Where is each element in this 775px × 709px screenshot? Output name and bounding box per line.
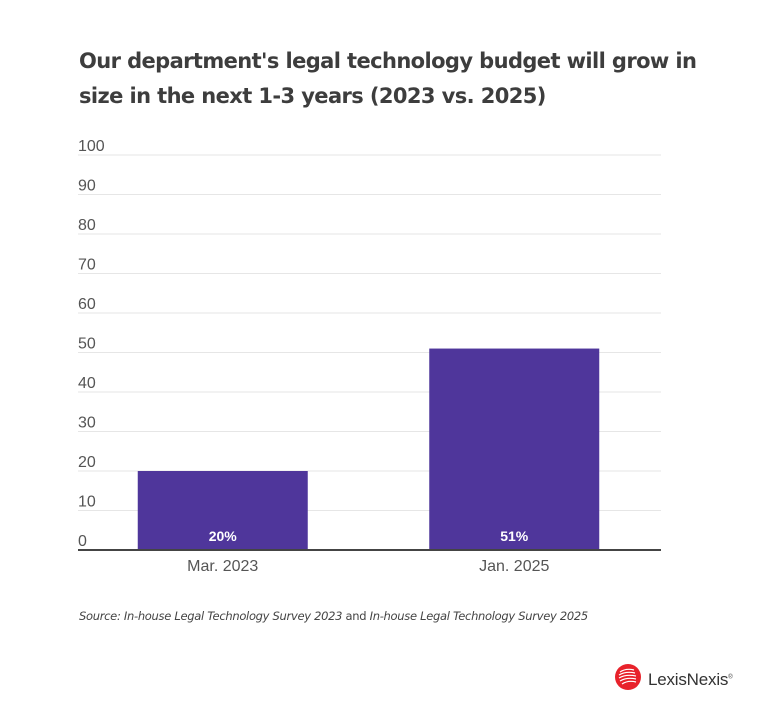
x-tick-label: Mar. 2023 bbox=[187, 558, 258, 575]
y-tick-label: 100 bbox=[78, 138, 105, 155]
y-tick-label: 80 bbox=[78, 217, 96, 234]
bar-1 bbox=[137, 471, 308, 550]
y-axis-ticks: 0 10 20 30 40 50 60 70 80 90 100 bbox=[78, 138, 105, 550]
registered-mark: ® bbox=[728, 673, 733, 680]
lexisnexis-logo: LexisNexis® bbox=[614, 663, 733, 696]
y-tick-label: 20 bbox=[78, 454, 96, 471]
source-prefix: Source: bbox=[79, 609, 124, 623]
x-tick-label: Jan. 2025 bbox=[479, 558, 549, 575]
bars bbox=[137, 348, 600, 550]
y-tick-label: 30 bbox=[78, 415, 96, 432]
y-tick-label: 70 bbox=[78, 257, 96, 274]
bar-chart: 0 10 20 30 40 50 60 70 80 90 100 20% 51% Mar. 2023 J… bbox=[78, 138, 661, 575]
y-tick-label: 0 bbox=[78, 533, 87, 550]
logo-name: LexisNexis bbox=[648, 669, 729, 689]
logo-text: LexisNexis® bbox=[648, 669, 733, 690]
source-survey-2023: In-house Legal Technology Survey 2023 bbox=[123, 609, 343, 623]
bar-data-label: 51% bbox=[500, 528, 529, 544]
y-tick-label: 60 bbox=[78, 296, 96, 313]
x-axis-ticks: Mar. 2023 Jan. 2025 bbox=[187, 558, 549, 575]
chart-title: Our department's legal technology budget… bbox=[79, 49, 697, 108]
source-conjunction: and bbox=[342, 609, 370, 623]
bar-labels: 20% 51% bbox=[209, 528, 529, 544]
source-survey-2025: In-house Legal Technology Survey 2025 bbox=[369, 609, 589, 623]
y-tick-label: 10 bbox=[78, 494, 96, 511]
y-tick-label: 40 bbox=[78, 375, 96, 392]
bar-data-label: 20% bbox=[209, 528, 238, 544]
lexisnexis-logo-icon bbox=[614, 663, 642, 696]
y-tick-label: 90 bbox=[78, 178, 96, 195]
bar-2 bbox=[429, 348, 600, 550]
source-note: Source: In-house Legal Technology Survey… bbox=[79, 609, 588, 623]
y-tick-label: 50 bbox=[78, 336, 96, 353]
